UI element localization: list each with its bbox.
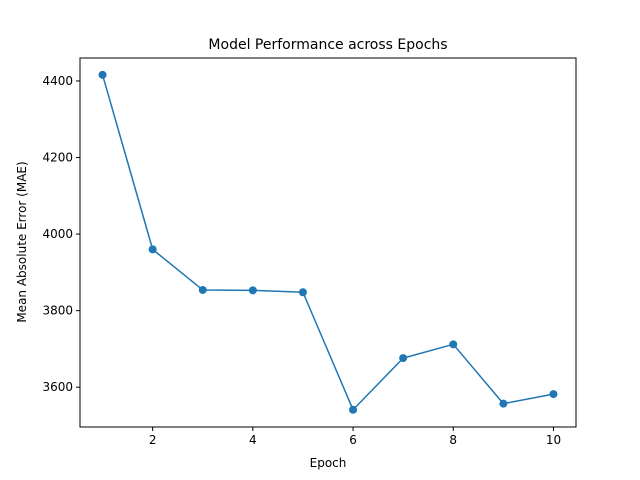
plot-area [80,58,576,427]
plot-frame [79,57,577,428]
data-point [499,399,508,408]
data-point [449,340,458,349]
x-tick-label: 2 [149,433,157,447]
series-layer [98,70,558,414]
x-tick-label: 4 [249,433,257,447]
x-axis-title: Epoch [310,456,347,470]
x-axis-ticks: 2 4 6 8 10 [149,427,561,447]
data-point [248,286,257,295]
y-axis-title: Mean Absolute Error (MAE) [15,161,29,322]
y-tick-label: 3600 [42,380,73,394]
data-point [298,288,307,297]
chart-title: Model Performance across Epochs [208,37,447,53]
data-point [198,285,207,294]
x-tick-label: 10 [546,433,561,447]
x-tick-label: 6 [349,433,357,447]
y-axis-ticks: 3600 3800 4000 4200 4400 [42,74,80,394]
data-point [148,245,157,254]
data-point [549,390,558,399]
series-line [101,74,554,411]
y-tick-label: 4400 [42,74,73,88]
x-tick-label: 8 [449,433,457,447]
data-point [349,405,358,414]
data-point [98,70,107,79]
y-tick-label: 4000 [42,227,73,241]
data-point [399,354,408,363]
y-tick-label: 4200 [42,151,73,165]
y-tick-label: 3800 [42,304,73,318]
